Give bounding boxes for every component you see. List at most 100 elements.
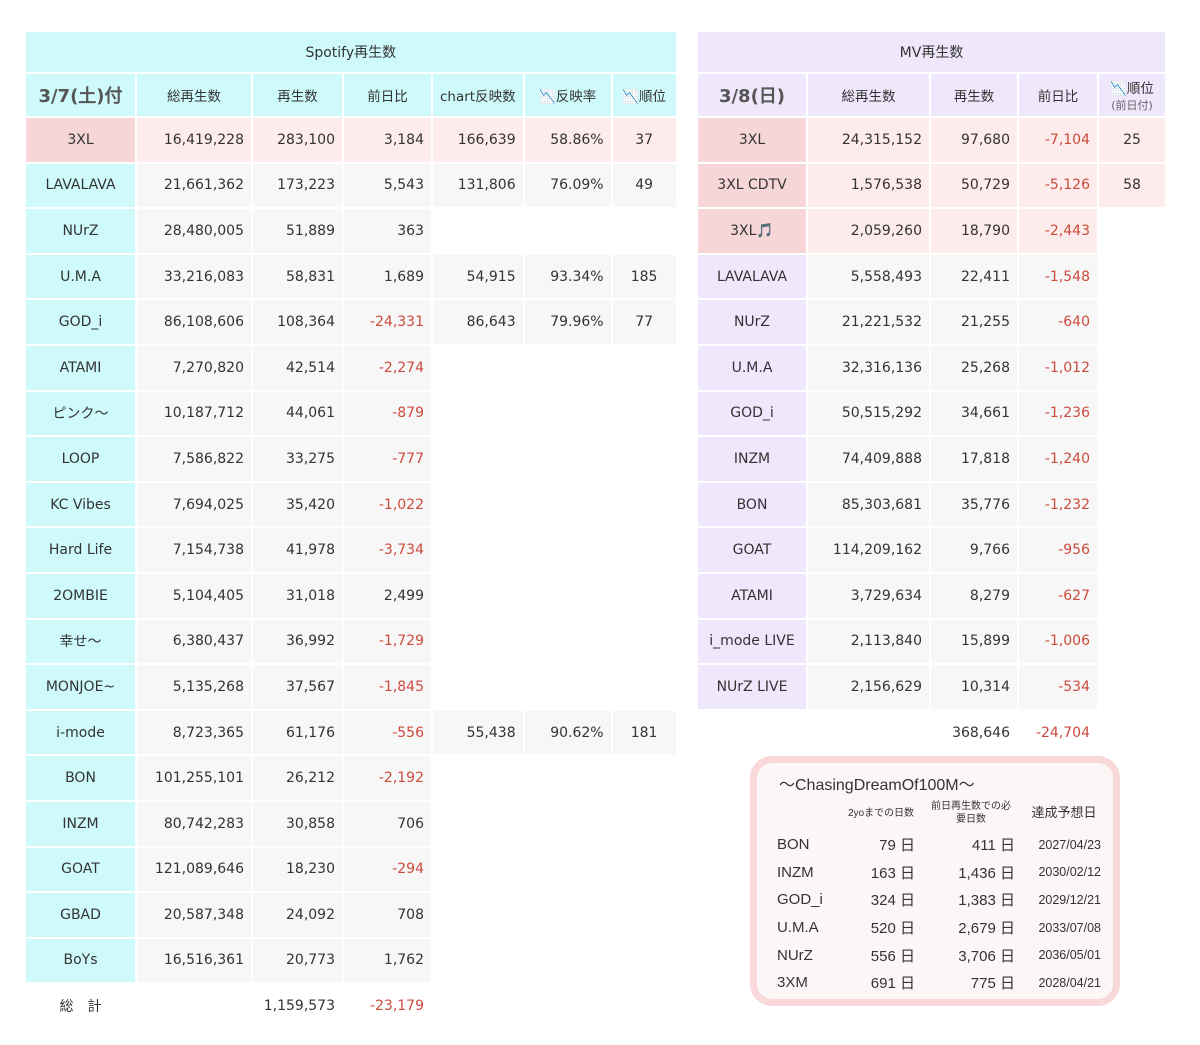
rank-header-label: 📉順位: [1110, 81, 1154, 97]
row-value: [524, 801, 611, 846]
row-value: 5,135,268: [137, 665, 251, 709]
total-cell: -23,179: [344, 984, 431, 1028]
row-value: [433, 528, 523, 572]
row-name: LAVALAVA: [26, 163, 135, 208]
table-row: Hard Life 7,154,738 41,978 -3,734: [26, 528, 676, 572]
row-name: NUrZ: [698, 300, 806, 344]
row-value: -294: [344, 847, 431, 892]
row-name: INZM: [26, 801, 135, 846]
dream-cell: 2030/02/12: [1038, 865, 1101, 880]
row-name: ピンク〜: [26, 391, 135, 436]
table-row: GOAT 114,209,162 9,766 -956: [698, 528, 1165, 572]
table-row: BON 85,303,681 35,776 -1,232: [698, 482, 1165, 527]
column-header: 総再生数: [137, 74, 251, 116]
row-value: [524, 756, 611, 800]
row-value: -5,126: [1019, 163, 1097, 208]
row-value: 51,889: [253, 209, 342, 253]
row-value: 21,221,532: [808, 300, 929, 344]
row-value: 30,858: [253, 801, 342, 846]
row-value: [524, 847, 611, 892]
table-row: U.M.A 32,316,136 25,268 -1,012: [698, 345, 1165, 390]
row-value: -777: [344, 437, 431, 481]
row-value: [612, 801, 676, 846]
table-row: INZM 74,409,888 17,818 -1,240: [698, 437, 1165, 481]
row-value: 9,766: [931, 528, 1017, 572]
table-row: BoYs 16,516,361 20,773 1,762: [26, 938, 676, 983]
row-value: [524, 437, 611, 481]
row-value: [1099, 573, 1165, 618]
row-value: 28,480,005: [137, 209, 251, 253]
table-row: LOOP 7,586,822 33,275 -777: [26, 437, 676, 481]
row-value: [1099, 528, 1165, 572]
row-name: KC Vibes: [26, 482, 135, 527]
dream-cell: U.M.A: [777, 919, 819, 937]
row-value: 16,419,228: [137, 118, 251, 162]
chasing-dream-table: 2yoまでの日数 前日再生数での必要日数 達成予想日 BON 79 日 411 日 2027…: [771, 795, 1107, 997]
row-value: [524, 482, 611, 527]
row-value: 21,255: [931, 300, 1017, 344]
total-cell: 1,159,573: [253, 984, 342, 1028]
dream-header: [771, 795, 841, 831]
column-header: 3/7(土)付: [26, 74, 135, 116]
table-row: KC Vibes 7,694,025 35,420 -1,022: [26, 482, 676, 527]
row-value: [612, 665, 676, 709]
table-row: LAVALAVA 21,661,362 173,223 5,543 131,806 76.…: [26, 163, 676, 208]
row-value: [433, 665, 523, 709]
row-value: [612, 482, 676, 527]
dream-cell: 324 日: [870, 892, 915, 910]
row-value: 21,661,362: [137, 163, 251, 208]
column-header: 3/8(日): [698, 74, 806, 116]
row-value: 7,694,025: [137, 482, 251, 527]
row-value: [524, 573, 611, 618]
dream-cell: 3XM: [777, 974, 808, 992]
table-row: 幸せ〜 6,380,437 36,992 -1,729: [26, 619, 676, 664]
row-value: 6,380,437: [137, 619, 251, 664]
row-value: 108,364: [253, 300, 342, 344]
row-value: 58: [1099, 163, 1165, 208]
row-name: NUrZ LIVE: [698, 665, 806, 709]
row-value: 86,643: [433, 300, 523, 344]
dream-row: NUrZ 556 日 3,706 日 2036/05/01: [771, 941, 1107, 969]
chasing-dream-panel: 〜ChasingDreamOf100M〜 2yoまでの日数 前日再生数での必要日数…: [750, 756, 1120, 1006]
row-value: 80,742,283: [137, 801, 251, 846]
row-value: -534: [1019, 665, 1097, 709]
row-value: [433, 482, 523, 527]
dream-row: BON 79 日 411 日 2027/04/23: [771, 831, 1107, 859]
row-value: [524, 345, 611, 390]
row-value: 55,438: [433, 710, 523, 755]
dream-row: GOD_i 324 日 1,383 日 2029/12/21: [771, 886, 1107, 914]
column-header: 📉順位: [612, 74, 676, 116]
row-value: 7,270,820: [137, 345, 251, 390]
row-value: [1099, 391, 1165, 436]
row-value: -3,734: [344, 528, 431, 572]
row-name: U.M.A: [698, 345, 806, 390]
row-value: 708: [344, 893, 431, 937]
row-value: [612, 756, 676, 800]
column-header-rank: 📉順位 (前日付): [1099, 74, 1165, 116]
row-value: -1,236: [1019, 391, 1097, 436]
row-value: -1,006: [1019, 619, 1097, 664]
dream-cell: NUrZ: [777, 946, 813, 964]
row-value: [524, 893, 611, 937]
column-header: 総再生数: [808, 74, 929, 116]
row-value: [524, 619, 611, 664]
table-row: INZM 80,742,283 30,858 706: [26, 801, 676, 846]
table-row: GOD_i 86,108,606 108,364 -24,331 86,643 79.96…: [26, 300, 676, 344]
column-header: 前日比: [344, 74, 431, 116]
table-row: ATAMI 3,729,634 8,279 -627: [698, 573, 1165, 618]
dream-cell: 1,436 日: [958, 864, 1015, 882]
row-name: ATAMI: [26, 345, 135, 390]
row-value: -24,331: [344, 300, 431, 344]
row-name: LAVALAVA: [698, 254, 806, 299]
dream-cell: 520 日: [870, 920, 915, 938]
row-value: 20,587,348: [137, 893, 251, 937]
dream-cell: 691 日: [870, 975, 915, 993]
row-value: 2,499: [344, 573, 431, 618]
row-value: [1099, 482, 1165, 527]
row-value: 17,818: [931, 437, 1017, 481]
row-value: -627: [1019, 573, 1097, 618]
dream-header: 2yoまでの日数: [847, 807, 915, 819]
row-value: [524, 209, 611, 253]
row-value: 18,790: [931, 209, 1017, 253]
dream-cell: INZM: [777, 863, 814, 881]
